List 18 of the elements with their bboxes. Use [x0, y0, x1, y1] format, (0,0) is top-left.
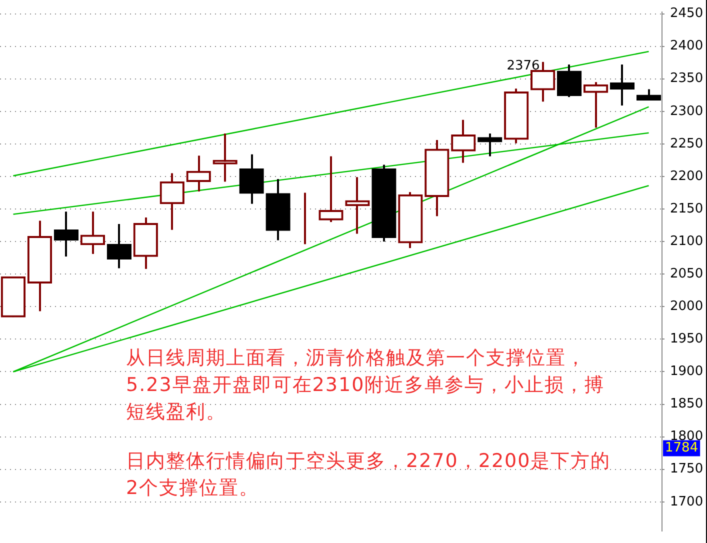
y-tick-label: 1750 — [670, 462, 704, 477]
y-tick-label: 2250 — [670, 136, 704, 152]
y-tick-label: 2000 — [670, 299, 704, 314]
y-tick-label: 1700 — [670, 494, 704, 510]
y-tick-label: 2200 — [670, 168, 704, 184]
y-tick-label: 2050 — [670, 266, 704, 282]
y-tick-label: 1850 — [670, 396, 704, 412]
annotation: 从日线周期上面看，沥青价格触及第一个支撑位置，5.23早盘开盘即可在2310附近多单参与，小止损，搏短线盈利。 — [126, 346, 606, 425]
annotation: 日内整体行情偏向于空头更多，2270，2200是下方的2个支撑位置。 — [126, 449, 612, 501]
y-tick-label: 2100 — [670, 234, 704, 249]
y-tick-label: 2350 — [670, 71, 704, 86]
y-tick-label: 2450 — [670, 6, 704, 22]
y-tick-label: 2400 — [670, 38, 704, 54]
y-tick-label: 1900 — [670, 364, 704, 380]
y-tick-label: 2150 — [670, 201, 704, 216]
annotation: 2376 — [506, 58, 540, 74]
y-tick-label: 1950 — [670, 332, 704, 347]
y-tick-label: 2300 — [670, 104, 704, 119]
